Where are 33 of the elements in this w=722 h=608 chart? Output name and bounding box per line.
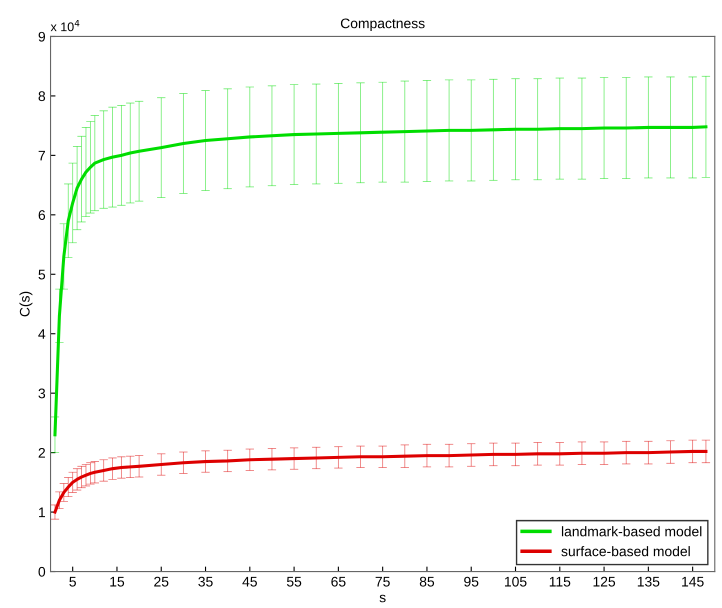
x-tick-label: 145 xyxy=(682,576,704,587)
x-tick-label: 5 xyxy=(69,576,76,587)
x-tick-label: 15 xyxy=(110,576,124,587)
text: x 10$^{4}$ xyxy=(50,20,80,32)
legend-label: surface-based model xyxy=(561,546,690,556)
x-tick-label: 95 xyxy=(464,576,478,587)
y-tick-label: 4 xyxy=(38,329,46,339)
y-tick-label: 8 xyxy=(38,91,46,102)
y-tick-label: 1 xyxy=(39,508,45,518)
chart-title: Compactness xyxy=(340,18,425,32)
y-tick-label: 9 xyxy=(38,32,46,42)
x-tick-label: 105 xyxy=(504,576,527,587)
x-tick-label: 35 xyxy=(198,576,213,587)
line-series xyxy=(53,450,708,514)
x-tick-label: 125 xyxy=(594,576,616,587)
y-tick-label: 3 xyxy=(38,388,46,398)
y-tick-label: 7 xyxy=(38,150,45,160)
x-tick-label: 65 xyxy=(331,576,346,587)
x-tick-label: 75 xyxy=(376,576,390,587)
y-tick-label: 6 xyxy=(38,210,46,220)
x-tick-label: 115 xyxy=(550,576,570,587)
x-axis-title: s xyxy=(380,594,386,602)
line-series xyxy=(53,125,708,436)
x-tick-label: 85 xyxy=(420,576,434,587)
y-tick-label: 0 xyxy=(38,566,46,577)
x-tick-label: 25 xyxy=(154,576,168,587)
x-tick-label: 45 xyxy=(242,576,257,587)
y-axis-title: C(s) xyxy=(19,292,32,316)
y-tick-label: 5 xyxy=(38,270,46,280)
legend-label: landmark-based model xyxy=(562,526,702,536)
x-tick-label: 55 xyxy=(286,576,302,587)
y-tick-label: 2 xyxy=(38,448,45,458)
x-tick-label: 135 xyxy=(638,576,660,587)
